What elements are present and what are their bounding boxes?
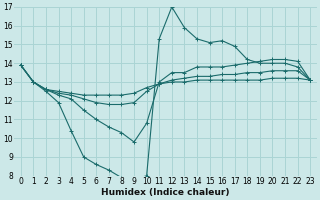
X-axis label: Humidex (Indice chaleur): Humidex (Indice chaleur) [101, 188, 230, 197]
